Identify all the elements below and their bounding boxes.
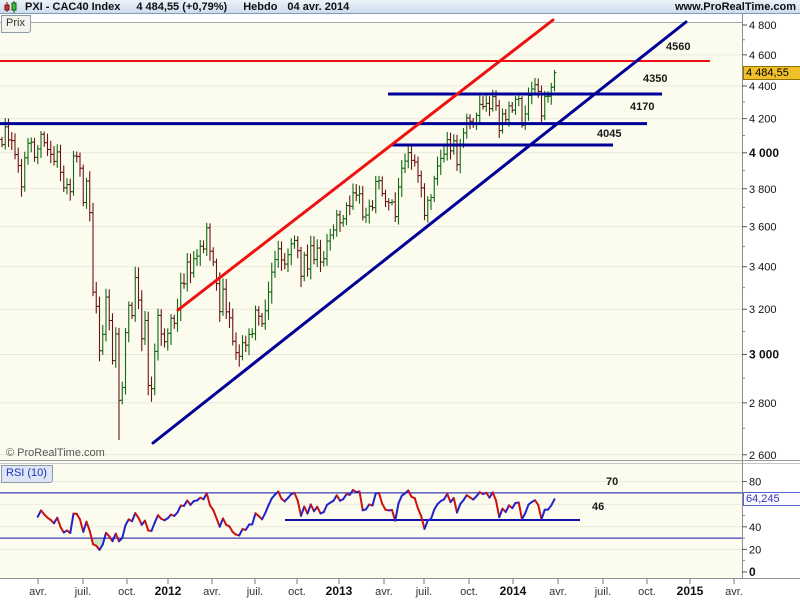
drawn-levels (0, 18, 710, 445)
time-axis (37, 579, 735, 584)
pane-borders (0, 13, 800, 579)
svg-text:juil.: juil. (415, 586, 433, 598)
svg-text:4 800: 4 800 (749, 20, 777, 32)
svg-text:juil.: juil. (246, 586, 264, 598)
svg-text:avr.: avr. (725, 586, 743, 598)
svg-text:0: 0 (749, 565, 756, 579)
svg-text:avr.: avr. (375, 586, 393, 598)
rsi-label-70: 70 (606, 476, 619, 488)
timeframe-label: Hebdo (243, 0, 278, 13)
header-last-price: 4 484,55 (+0,79%) (136, 0, 228, 13)
svg-text:2 800: 2 800 (749, 398, 777, 410)
tab-prix[interactable]: Prix (1, 15, 31, 33)
svg-text:4 000: 4 000 (749, 146, 779, 160)
rsi-value-axis-tag: 64,245 (743, 492, 800, 506)
title-bar: PXI - CAC40 Index 4 484,55 (+0,79%) Hebd… (0, 0, 800, 14)
svg-text:oct.: oct. (460, 586, 478, 598)
svg-text:4 400: 4 400 (749, 81, 777, 93)
level-label-4560: 4560 (666, 41, 691, 53)
svg-text:3 200: 3 200 (749, 304, 777, 316)
svg-text:avr.: avr. (549, 586, 567, 598)
svg-text:oct.: oct. (288, 586, 306, 598)
svg-text:juil.: juil. (594, 586, 612, 598)
price-gridlines (0, 54, 742, 550)
svg-text:2013: 2013 (326, 584, 353, 598)
rsi-axis (742, 481, 747, 573)
svg-text:oct.: oct. (638, 586, 656, 598)
svg-text:2012: 2012 (155, 584, 182, 598)
last-price-axis-tag: 4 484,55 (743, 66, 800, 80)
level-label-4045: 4045 (597, 128, 622, 140)
svg-text:2015: 2015 (677, 584, 704, 598)
tab-rsi[interactable]: RSI (10) (1, 465, 53, 483)
header-date: 04 avr. 2014 (287, 0, 350, 13)
svg-text:80: 80 (749, 477, 761, 489)
svg-text:4 600: 4 600 (749, 50, 777, 62)
blue-ascending-trendline[interactable] (151, 20, 688, 445)
svg-text:avr.: avr. (203, 586, 221, 598)
candlestick-icon (3, 0, 19, 13)
svg-text:4 200: 4 200 (749, 114, 777, 126)
svg-text:40: 40 (749, 522, 761, 534)
rsi-indicator (0, 488, 742, 551)
rsi-label-46: 46 (592, 501, 605, 513)
level-label-4350: 4350 (643, 73, 668, 85)
svg-text:3 600: 3 600 (749, 222, 777, 234)
svg-text:3 000: 3 000 (749, 347, 779, 361)
instrument-name: PXI - CAC40 Index (25, 0, 121, 13)
svg-text:3 400: 3 400 (749, 262, 777, 274)
website-text: www.ProRealTime.com (674, 0, 796, 13)
svg-text:20: 20 (749, 544, 761, 556)
watermark: © ProRealTime.com (6, 447, 105, 459)
svg-text:3 800: 3 800 (749, 184, 777, 196)
red-ascending-trendline[interactable] (176, 18, 555, 312)
svg-text:juil.: juil. (74, 586, 92, 598)
svg-text:avr.: avr. (29, 586, 47, 598)
svg-text:oct.: oct. (118, 586, 136, 598)
svg-text:2014: 2014 (500, 584, 527, 598)
level-label-4170: 4170 (630, 101, 655, 113)
svg-text:2 600: 2 600 (749, 450, 777, 462)
